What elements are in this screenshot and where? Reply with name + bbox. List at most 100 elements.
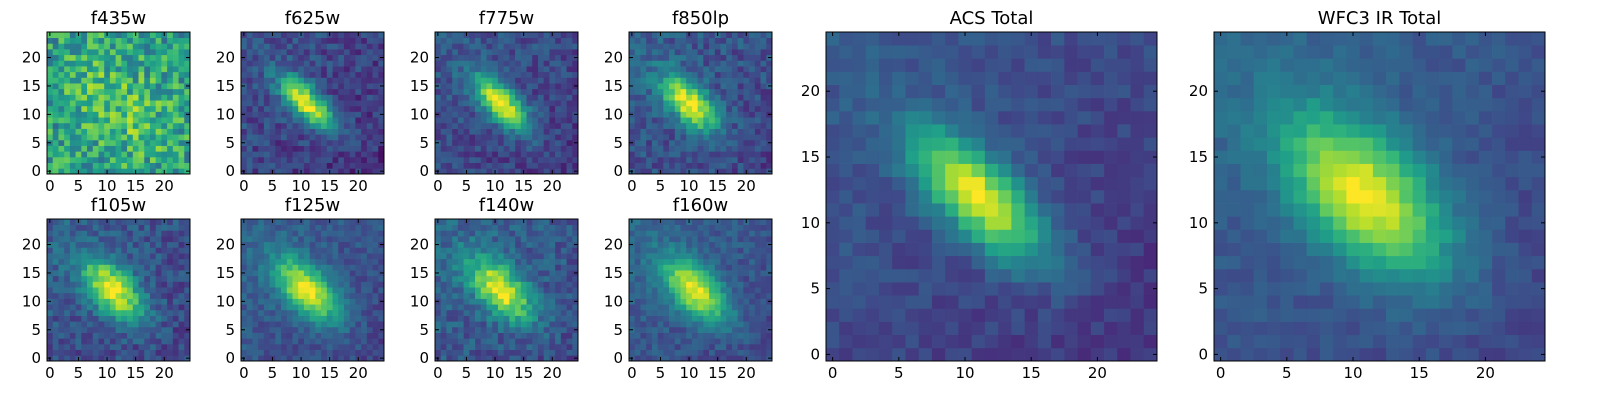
pixel xyxy=(560,309,567,316)
pixel xyxy=(349,83,356,90)
pixel xyxy=(115,60,122,67)
pixel xyxy=(480,281,487,288)
pixel xyxy=(281,94,288,101)
pixel xyxy=(657,270,664,277)
pixel xyxy=(104,258,111,265)
pixel xyxy=(372,292,379,299)
pixel xyxy=(127,241,134,248)
pixel xyxy=(269,253,276,260)
pixel xyxy=(760,77,767,84)
pixel xyxy=(326,43,333,50)
pixel xyxy=(161,275,168,282)
pixel xyxy=(246,60,253,67)
pixel xyxy=(634,66,641,73)
pixel xyxy=(646,77,653,84)
pixel xyxy=(503,304,510,311)
pixel xyxy=(281,139,288,146)
pixel xyxy=(640,49,647,56)
pixel xyxy=(372,326,379,333)
pixel xyxy=(326,37,333,44)
pixel xyxy=(275,94,282,101)
pixel xyxy=(355,37,362,44)
pixel xyxy=(743,37,750,44)
pixel xyxy=(69,43,76,50)
pixel xyxy=(58,162,65,169)
pixel xyxy=(555,298,562,305)
pixel xyxy=(109,105,116,112)
pixel xyxy=(754,281,761,288)
pixel xyxy=(64,326,71,333)
pixel xyxy=(64,100,71,107)
pixel xyxy=(281,128,288,135)
pixel xyxy=(572,71,579,78)
pixel xyxy=(714,315,721,322)
pixel xyxy=(497,156,504,163)
pixel xyxy=(246,105,253,112)
pixel xyxy=(766,43,773,50)
pixel xyxy=(138,287,145,294)
pixel xyxy=(515,54,522,61)
pixel xyxy=(315,264,322,271)
pixel xyxy=(657,117,664,124)
pixel xyxy=(640,309,647,316)
pixel xyxy=(127,332,134,339)
pixel xyxy=(372,298,379,305)
pixel xyxy=(440,111,447,118)
pixel xyxy=(349,105,356,112)
pixel xyxy=(709,162,716,169)
pixel xyxy=(121,100,128,107)
pixel xyxy=(172,332,179,339)
pixel xyxy=(463,49,470,56)
pixel xyxy=(737,281,744,288)
y-tick-label: 10 xyxy=(410,292,429,310)
pixel xyxy=(47,338,54,345)
pixel xyxy=(315,270,322,277)
pixel xyxy=(760,281,767,288)
pixel xyxy=(132,343,139,350)
pixel xyxy=(58,117,65,124)
pixel xyxy=(69,349,76,356)
pixel xyxy=(52,168,59,175)
pixel xyxy=(680,304,687,311)
pixel xyxy=(184,230,191,237)
pixel xyxy=(651,128,658,135)
pixel xyxy=(172,83,179,90)
pixel xyxy=(726,287,733,294)
pixel xyxy=(269,309,276,316)
pixel xyxy=(121,151,128,158)
pixel xyxy=(520,321,527,328)
pixel xyxy=(435,264,442,271)
pixel xyxy=(252,253,259,260)
pixel xyxy=(457,343,464,350)
pixel xyxy=(81,83,88,90)
pixel xyxy=(58,49,65,56)
pixel xyxy=(326,162,333,169)
pixel xyxy=(452,236,459,243)
pixel xyxy=(709,338,716,345)
pixel xyxy=(47,49,54,56)
pixel xyxy=(686,162,693,169)
pixel xyxy=(452,77,459,84)
pixel xyxy=(292,253,299,260)
pixel xyxy=(686,287,693,294)
pixel xyxy=(537,32,545,39)
pixel xyxy=(731,88,739,95)
pixel xyxy=(87,122,94,129)
pixel xyxy=(92,66,99,73)
pixel xyxy=(726,332,733,339)
pixel xyxy=(766,77,773,84)
pixel xyxy=(674,32,681,39)
pixel xyxy=(309,168,316,175)
pixel xyxy=(349,292,356,299)
y-tick-label: 10 xyxy=(22,292,41,310)
pixel xyxy=(686,100,693,107)
pixel xyxy=(161,309,168,316)
pixel xyxy=(258,224,265,231)
pixel xyxy=(492,247,499,254)
pixel xyxy=(663,168,670,175)
pixel xyxy=(87,111,94,118)
pixel xyxy=(492,287,499,294)
pixel xyxy=(361,43,368,50)
pixel xyxy=(167,77,174,84)
pixel xyxy=(263,168,270,175)
